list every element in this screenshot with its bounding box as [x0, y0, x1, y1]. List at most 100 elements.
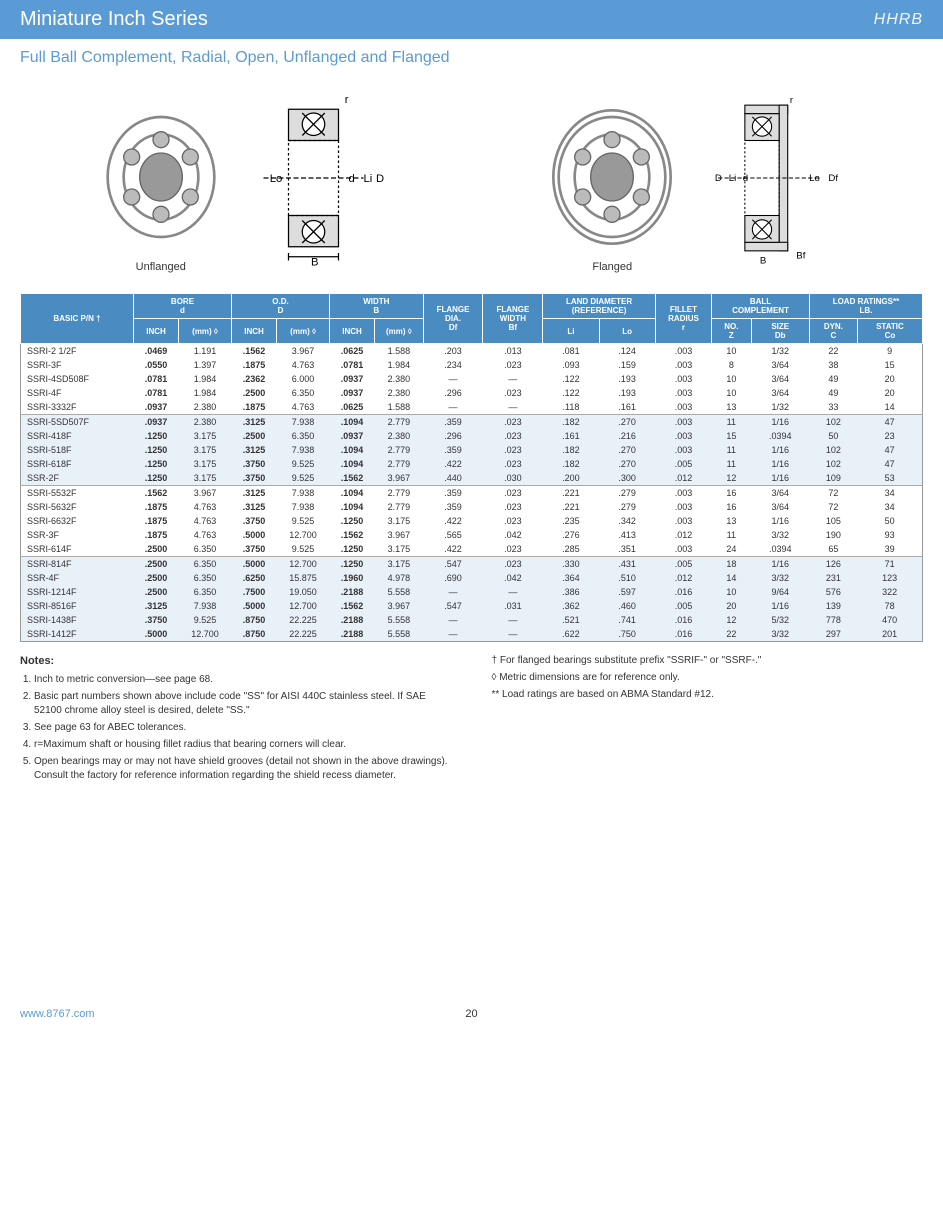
cell-om: 9.525 — [277, 514, 330, 528]
cell-dc: 297 — [809, 627, 857, 642]
cell-fw: .042 — [483, 571, 543, 585]
cell-wm: 4.978 — [375, 571, 424, 585]
cell-fr: .005 — [655, 457, 711, 471]
cell-om: 19.050 — [277, 585, 330, 599]
th-ball: BALLCOMPLEMENT — [712, 294, 810, 319]
note-item: Basic part numbers shown above include c… — [34, 690, 452, 718]
cell-wi: .1250 — [330, 542, 375, 557]
cell-bz: 10 — [712, 344, 751, 359]
cell-bs: .0394 — [751, 542, 809, 557]
cell-li: .622 — [543, 627, 599, 642]
cell-om: 22.225 — [277, 627, 330, 642]
cell-bm: 3.175 — [179, 443, 232, 457]
th-ball-size: SIZEDb — [751, 319, 809, 344]
cell-bz: 13 — [712, 400, 751, 415]
table-row: SSRI-518F.12503.175.31257.938.10942.779.… — [21, 443, 923, 457]
cell-om: 6.350 — [277, 386, 330, 400]
cell-fd: .296 — [423, 429, 483, 443]
cell-bz: 11 — [712, 415, 751, 430]
cell-om: 4.763 — [277, 400, 330, 415]
cell-oi: .3750 — [232, 542, 277, 557]
cell-wm: 2.779 — [375, 443, 424, 457]
cell-fd: .422 — [423, 542, 483, 557]
cell-bm: 3.175 — [179, 457, 232, 471]
cell-fr: .005 — [655, 557, 711, 572]
cell-om: 7.938 — [277, 486, 330, 501]
cell-sc: 50 — [857, 514, 922, 528]
th-land-li: Li — [543, 319, 599, 344]
cell-pn: SSR-3F — [21, 528, 134, 542]
cell-sc: 201 — [857, 627, 922, 642]
cell-oi: .6250 — [232, 571, 277, 585]
cell-bs: 3/32 — [751, 627, 809, 642]
cell-wm: 2.779 — [375, 486, 424, 501]
cell-lo: .460 — [599, 599, 655, 613]
cell-oi: .3125 — [232, 415, 277, 430]
cell-li: .182 — [543, 415, 599, 430]
cell-sc: 47 — [857, 443, 922, 457]
cell-wi: .2188 — [330, 627, 375, 642]
cell-bi: .1250 — [133, 429, 178, 443]
cell-lo: .270 — [599, 443, 655, 457]
cell-wi: .1562 — [330, 599, 375, 613]
cell-bm: 6.350 — [179, 542, 232, 557]
cell-bz: 12 — [712, 613, 751, 627]
cell-wi: .0625 — [330, 344, 375, 359]
cell-bz: 10 — [712, 372, 751, 386]
cell-fw: — — [483, 585, 543, 599]
cell-bz: 24 — [712, 542, 751, 557]
th-od-mm: (mm) ◊ — [277, 319, 330, 344]
cell-bm: 2.380 — [179, 400, 232, 415]
notes-title: Notes: — [20, 654, 452, 669]
cell-bm: 2.380 — [179, 415, 232, 430]
th-od-inch: INCH — [232, 319, 277, 344]
cell-sc: 34 — [857, 486, 922, 501]
cell-om: 15.875 — [277, 571, 330, 585]
cell-wm: 1.588 — [375, 400, 424, 415]
cell-om: 6.000 — [277, 372, 330, 386]
cell-li: .362 — [543, 599, 599, 613]
cell-pn: SSRI-6632F — [21, 514, 134, 528]
cell-sc: 20 — [857, 386, 922, 400]
cell-om: 9.525 — [277, 471, 330, 486]
cell-bm: 1.984 — [179, 372, 232, 386]
cell-wi: .1562 — [330, 528, 375, 542]
cell-wm: 5.558 — [375, 613, 424, 627]
cell-wi: .0625 — [330, 400, 375, 415]
cell-oi: .2362 — [232, 372, 277, 386]
cell-fd: .547 — [423, 557, 483, 572]
cell-bz: 8 — [712, 358, 751, 372]
cell-fr: .012 — [655, 571, 711, 585]
cell-om: 9.525 — [277, 542, 330, 557]
table-row: SSRI-5SD507F.09372.380.31257.938.10942.7… — [21, 415, 923, 430]
cell-bm: 3.967 — [179, 486, 232, 501]
cell-wi: .1960 — [330, 571, 375, 585]
cell-wi: .1250 — [330, 557, 375, 572]
cell-bi: .0781 — [133, 386, 178, 400]
cell-oi: .2500 — [232, 386, 277, 400]
cell-bi: .0550 — [133, 358, 178, 372]
cell-bi: .2500 — [133, 585, 178, 599]
cell-li: .221 — [543, 500, 599, 514]
cell-fw: .042 — [483, 528, 543, 542]
cell-bi: .1875 — [133, 514, 178, 528]
cell-wi: .2188 — [330, 585, 375, 599]
svg-text:d: d — [743, 173, 748, 184]
cell-sc: 93 — [857, 528, 922, 542]
cell-pn: SSRI-5532F — [21, 486, 134, 501]
cell-lo: .161 — [599, 400, 655, 415]
cell-bi: .0937 — [133, 415, 178, 430]
cell-sc: 470 — [857, 613, 922, 627]
cell-wi: .2188 — [330, 613, 375, 627]
cell-sc: 23 — [857, 429, 922, 443]
cell-om: 12.700 — [277, 528, 330, 542]
cell-bs: 1/16 — [751, 471, 809, 486]
cell-li: .122 — [543, 372, 599, 386]
cell-lo: .270 — [599, 415, 655, 430]
th-land: LAND DIAMETER(REFERENCE) — [543, 294, 656, 319]
cell-bs: 3/64 — [751, 486, 809, 501]
cell-dc: 49 — [809, 372, 857, 386]
cell-wm: 3.175 — [375, 514, 424, 528]
cell-dc: 109 — [809, 471, 857, 486]
th-bore-mm: (mm) ◊ — [179, 319, 232, 344]
